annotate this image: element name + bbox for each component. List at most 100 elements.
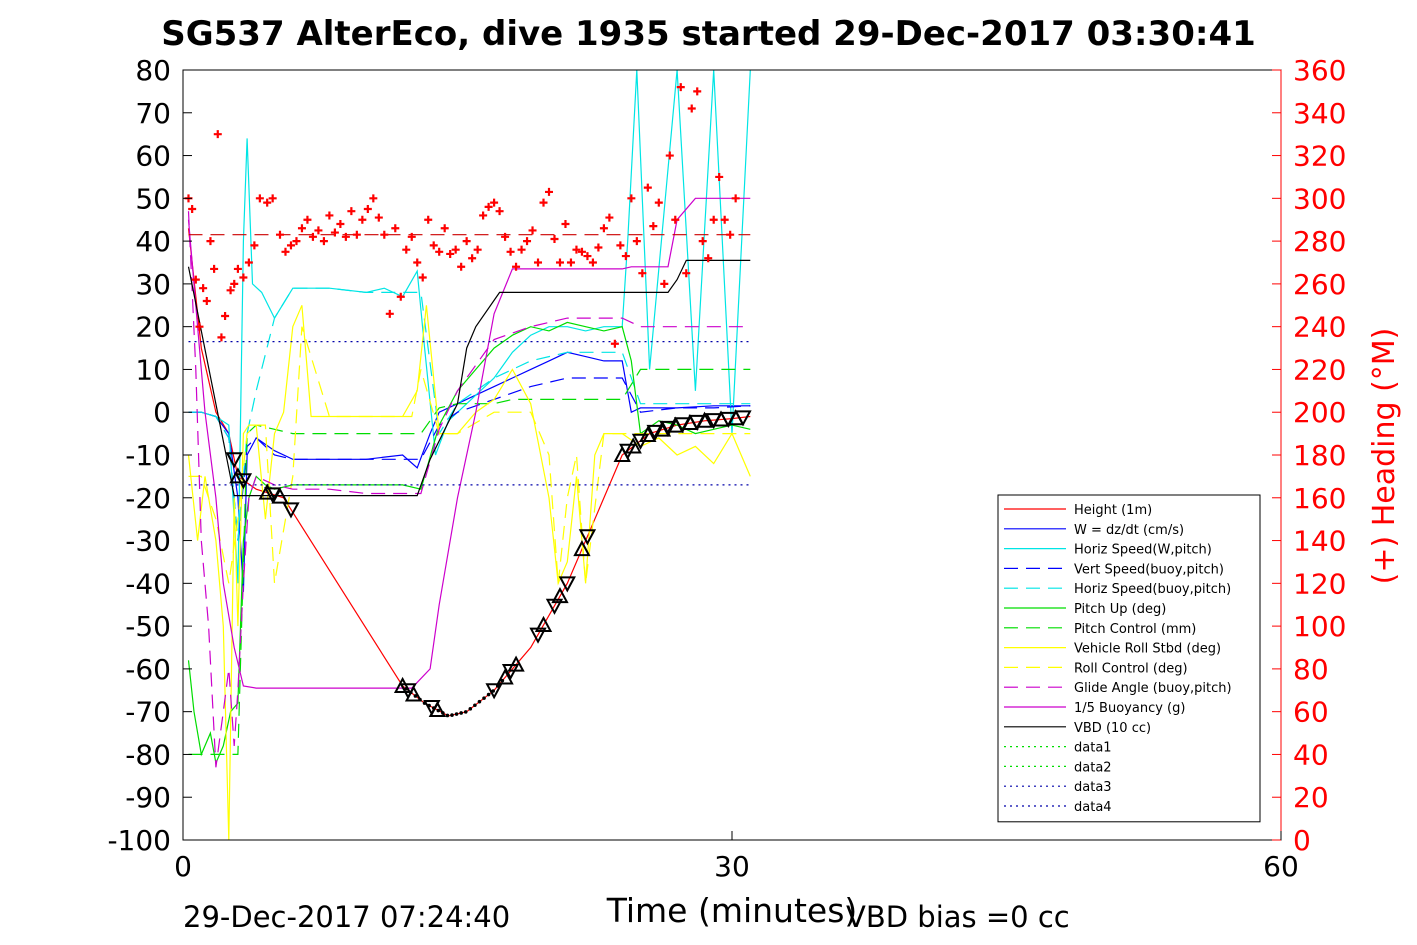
left-tick-label: -70 <box>125 696 171 729</box>
x-tick-label: 60 <box>1263 850 1299 883</box>
left-tick-label: 80 <box>135 54 171 87</box>
height-marker <box>551 587 569 604</box>
heading-point <box>325 211 334 220</box>
heading-point <box>413 258 422 267</box>
heading-point <box>632 237 641 246</box>
legend-label: data1 <box>1074 741 1112 756</box>
height-marker <box>282 502 300 519</box>
heading-point <box>255 194 264 203</box>
heading-point <box>654 198 663 207</box>
height-marker <box>695 411 714 428</box>
heading-point <box>457 262 466 271</box>
heading-point <box>347 207 356 216</box>
heading-point <box>720 215 729 224</box>
height-marker <box>639 425 657 443</box>
right-tick-label: 60 <box>1293 696 1329 729</box>
heading-point <box>202 297 211 305</box>
heading-point <box>693 87 702 96</box>
heading-point <box>263 198 272 207</box>
heading-point <box>610 339 619 348</box>
heading-point <box>429 241 438 250</box>
height-marker <box>496 668 514 685</box>
height-sample-dot <box>491 689 495 693</box>
heading-point <box>435 247 444 256</box>
heading-point <box>308 232 317 241</box>
tick-labels: 80706050403020100-10-20-30-40-50-60-70-8… <box>107 54 1346 883</box>
heading-point <box>369 194 378 203</box>
legend-label: 1/5 Buoyancy (g) <box>1074 701 1185 716</box>
left-tick-label: 70 <box>135 97 171 130</box>
heading-point <box>605 213 614 222</box>
left-tick-label: -30 <box>125 525 171 558</box>
heading-point <box>649 222 658 231</box>
heading-point <box>213 130 222 139</box>
heading-point <box>671 215 680 224</box>
left-tick-label: 50 <box>135 182 171 215</box>
right-tick-label: 340 <box>1293 97 1346 130</box>
heading-point <box>206 237 215 246</box>
legend: Height (1m) W = dz/dt (cm/s) Horiz Speed(W… <box>997 494 1261 823</box>
height-sample-dot <box>450 713 454 717</box>
height-sample-dot <box>463 710 468 714</box>
heading-point <box>572 245 581 254</box>
heading-point <box>545 187 553 196</box>
left-tick-label: 30 <box>135 268 171 301</box>
heading-point <box>501 232 510 241</box>
height-sample-dot <box>459 711 463 715</box>
heading-point <box>616 241 625 250</box>
right-tick-label: 280 <box>1293 225 1346 258</box>
height-marker <box>507 655 525 672</box>
heading-point <box>385 309 394 318</box>
heading-point <box>402 245 411 254</box>
height-sample-dot <box>500 678 505 683</box>
heading-point <box>517 245 526 254</box>
series-line-12 <box>187 259 751 497</box>
height-marker <box>485 683 503 700</box>
height-marker <box>393 676 412 693</box>
series-line-3 <box>188 70 751 584</box>
heading-point <box>577 247 586 256</box>
height-sample-dot <box>404 687 409 691</box>
heading-point <box>418 273 427 282</box>
series-line-5 <box>188 287 751 541</box>
heading-point <box>230 279 239 288</box>
height-sample-dot <box>477 699 482 704</box>
heading-point <box>731 194 740 203</box>
heading-point <box>687 104 696 113</box>
height-sample-dot <box>431 706 436 710</box>
x-tick-label: 0 <box>174 850 192 883</box>
height-sample-dot <box>441 711 445 715</box>
right-axis-label: (+) Heading (°M) <box>1367 328 1402 585</box>
heading-point <box>440 224 449 233</box>
heading-point <box>374 213 383 222</box>
right-tick-label: 220 <box>1293 353 1346 386</box>
plot-area <box>184 70 752 840</box>
right-tick-label: 140 <box>1293 525 1346 558</box>
height-marker <box>558 576 576 593</box>
left-tick-label: 20 <box>135 311 171 344</box>
height-marker <box>734 410 752 427</box>
height-sample-dot <box>482 696 486 700</box>
right-tick-label: 160 <box>1293 482 1346 515</box>
heading-point <box>599 224 608 233</box>
legend-label: Roll Control (deg) <box>1074 661 1188 676</box>
heading-point <box>292 237 301 246</box>
height-marker <box>646 424 664 442</box>
heading-point <box>268 194 277 203</box>
heading-point <box>715 172 724 181</box>
right-tick-label: 320 <box>1293 140 1346 173</box>
heading-point <box>627 194 636 203</box>
height-marker <box>624 437 642 454</box>
heading-point <box>490 198 499 207</box>
heading-point <box>217 333 226 342</box>
height-sample-dot <box>427 703 431 708</box>
right-tick-label: 200 <box>1293 396 1346 429</box>
legend-label: data4 <box>1074 800 1112 815</box>
height-marker <box>225 452 243 469</box>
heading-point <box>239 273 248 282</box>
left-tick-label: -40 <box>125 567 171 600</box>
heading-point <box>583 252 592 261</box>
heading-point <box>495 207 504 216</box>
plot-clip-group <box>184 70 752 840</box>
heading-point <box>244 258 253 267</box>
